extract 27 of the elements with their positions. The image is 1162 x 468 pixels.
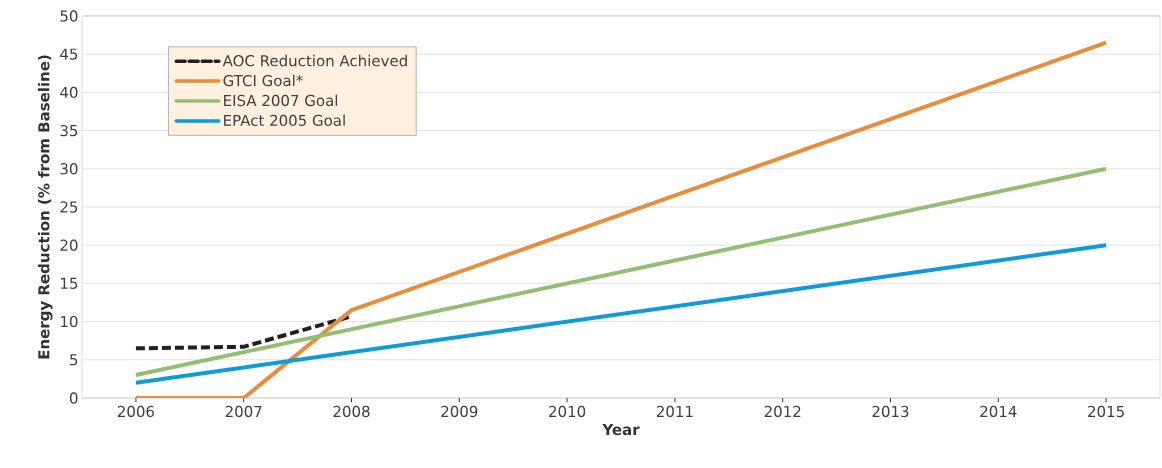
y-tick-label: 20	[60, 239, 78, 251]
y-tick-label: 40	[60, 86, 78, 99]
y-tick-label: 50	[60, 10, 78, 22]
y-tick-label: 10	[61, 315, 78, 328]
x-tick-label: 2011	[656, 405, 693, 418]
y-tick-label: 25	[60, 201, 78, 213]
y-tick-label: 5	[70, 354, 78, 366]
x-tick-label: 2012	[764, 405, 801, 418]
x-tick-label: 2015	[1088, 405, 1124, 418]
legend-label: EISA 2007 Goal	[224, 94, 338, 107]
x-tick-label: 2014	[980, 405, 1017, 418]
y-tick-label: 30	[60, 163, 78, 175]
x-tick-label: 2006	[117, 405, 155, 418]
y-tick-label: 45	[60, 48, 78, 60]
x-axis-title: Year	[602, 424, 640, 436]
legend-label: GTCI Goal*	[223, 74, 303, 87]
x-tick-label: 2010	[549, 405, 586, 418]
legend-label: AOC Reduction Achieved	[222, 54, 407, 67]
x-tick-label: 2007	[225, 405, 262, 418]
y-axis-title: Energy Reduction (% from Baseline)	[37, 55, 53, 359]
legend-label: EPAct 2005 Goal	[224, 114, 345, 127]
y-tick-label: 0	[69, 392, 78, 404]
x-tick-label: 2009	[441, 405, 478, 418]
y-tick-label: 35	[60, 124, 78, 137]
x-tick-label: 2008	[333, 405, 370, 418]
x-tick-label: 2013	[872, 405, 909, 418]
y-tick-label: 15	[61, 277, 78, 289]
